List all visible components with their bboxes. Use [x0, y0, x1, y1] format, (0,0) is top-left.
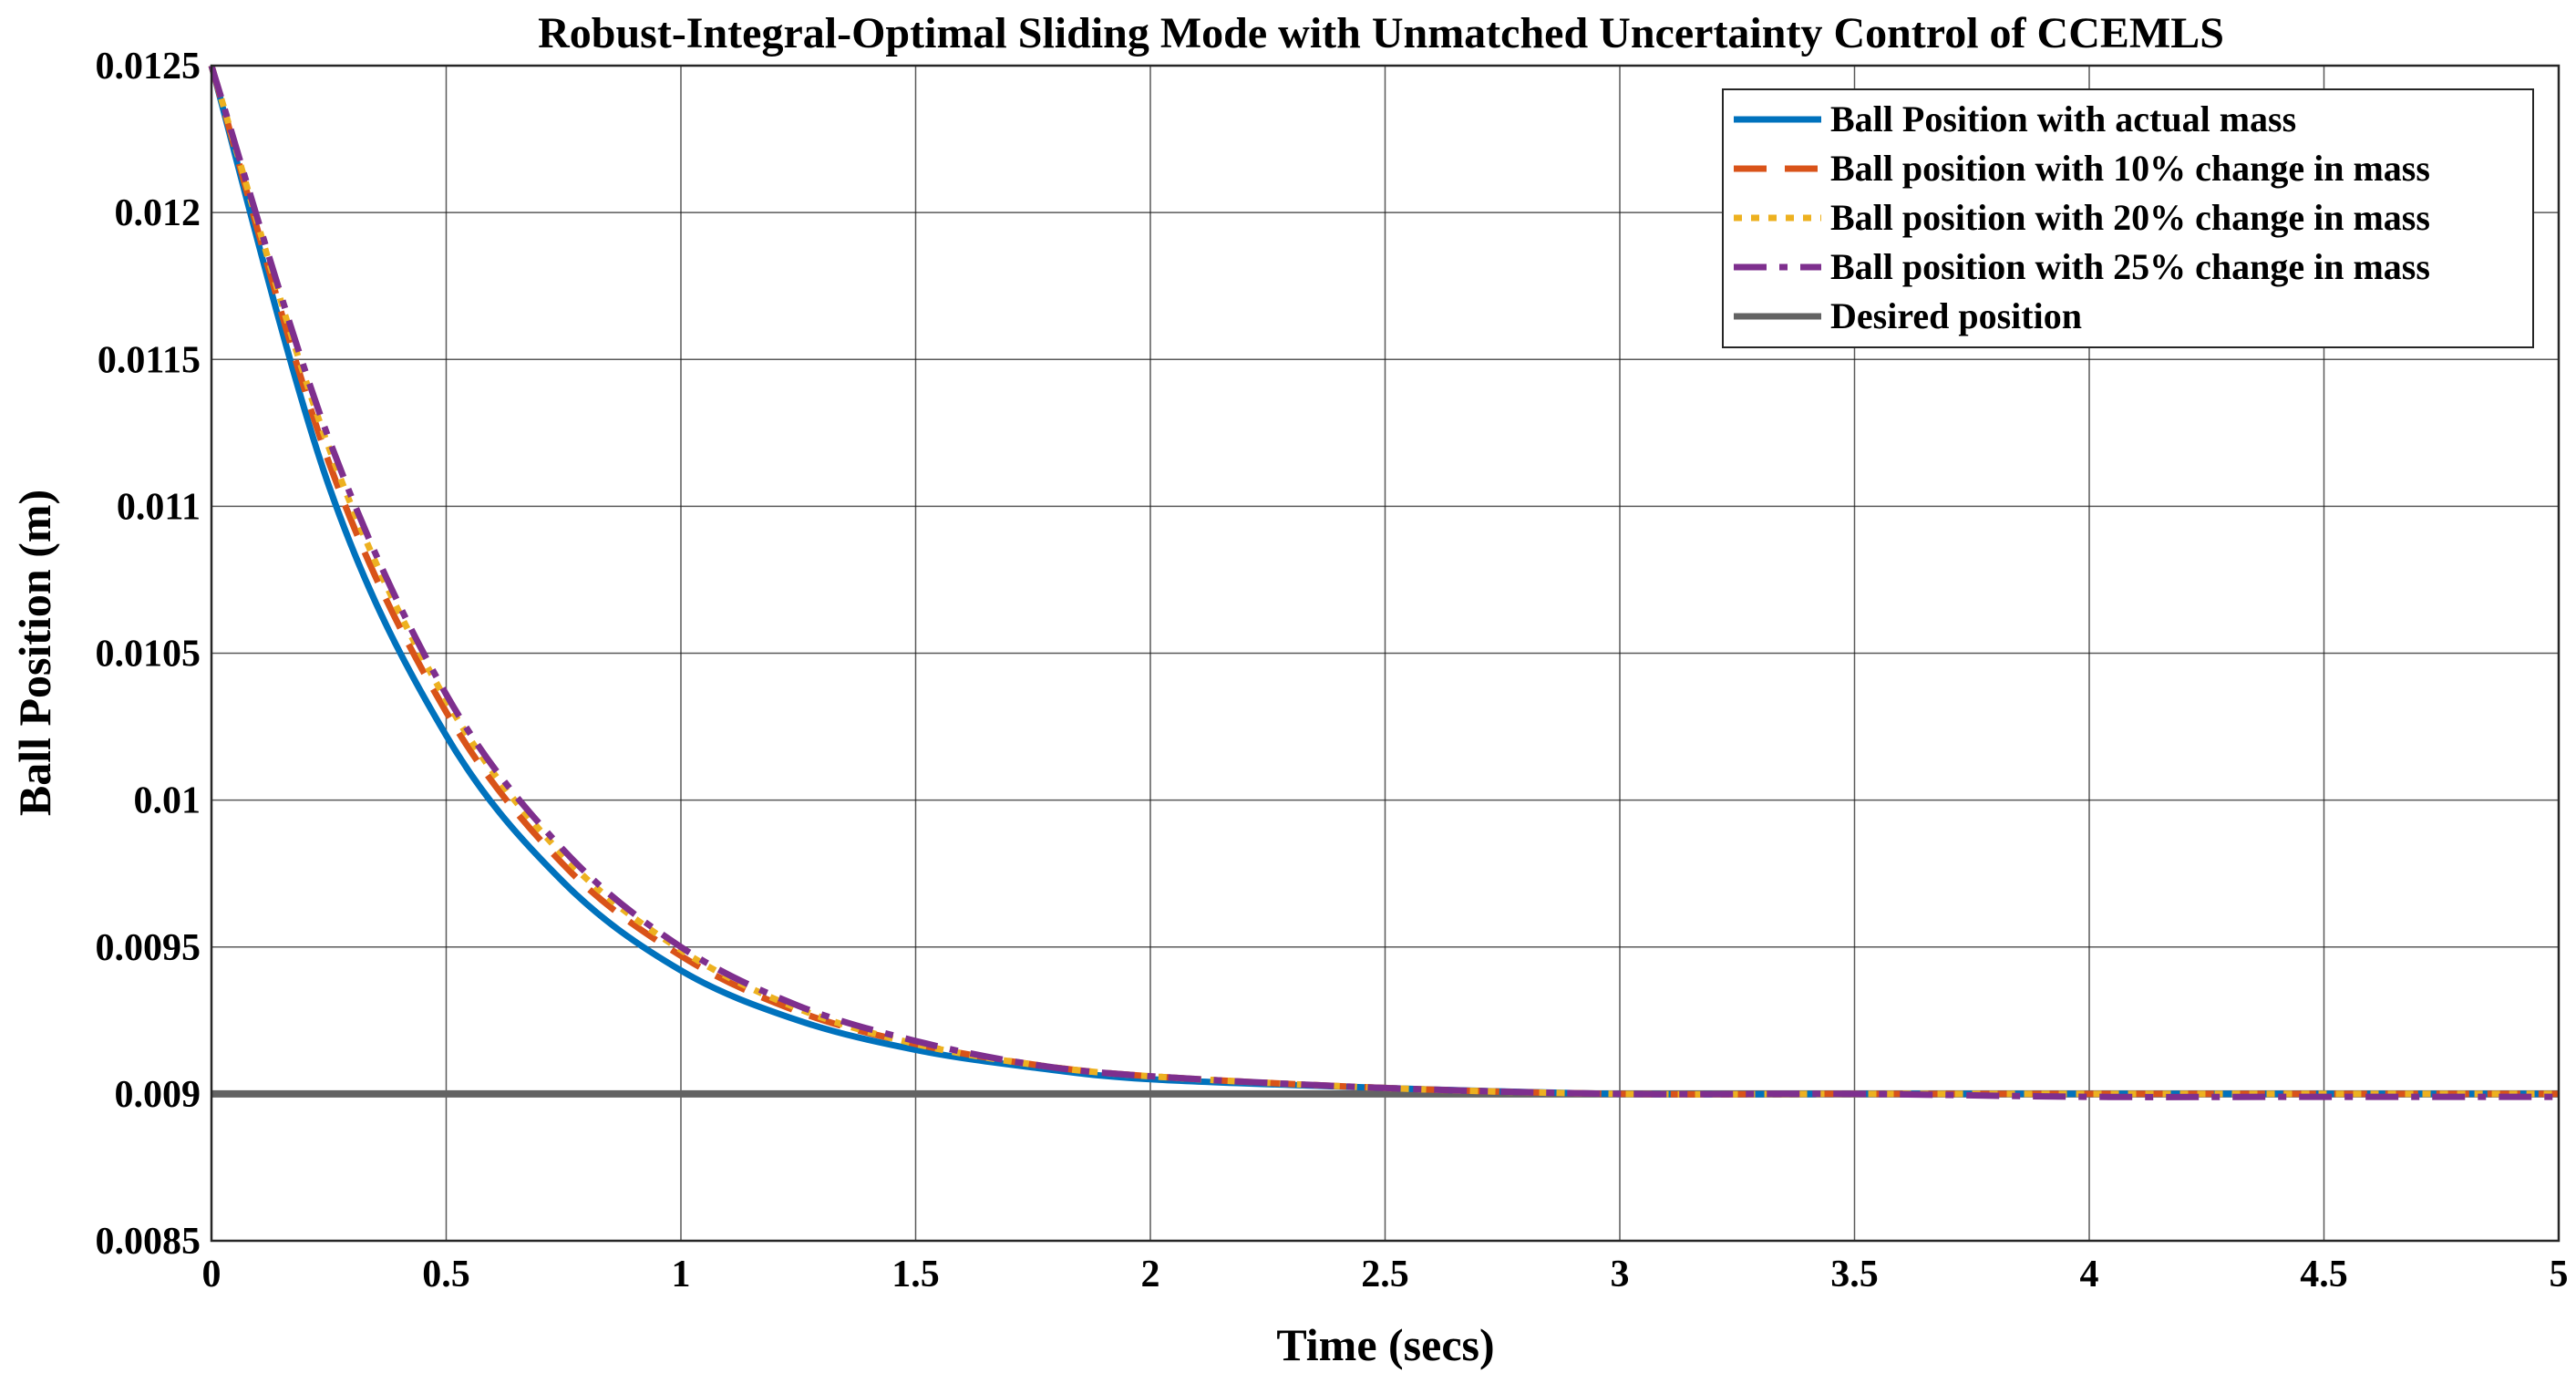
- legend-label: Ball position with 25% change in mass: [1830, 246, 2430, 287]
- legend-item-20pct-mass: Ball position with 20% change in mass: [1734, 197, 2430, 238]
- legend-label: Desired position: [1830, 295, 2082, 336]
- series-line-25pct-mass: [208, 64, 2559, 1100]
- legend-item-actual-mass: Ball Position with actual mass: [1734, 98, 2296, 139]
- y-tick-label: 0.0105: [96, 634, 201, 676]
- y-tick-label: 0.0095: [96, 927, 201, 969]
- plot-border: [210, 64, 2561, 1243]
- x-tick-label: 1: [672, 1254, 691, 1295]
- x-tick-label: 0.5: [422, 1254, 470, 1295]
- y-tick-label: 0.011: [117, 486, 201, 528]
- series-lines: [208, 64, 2559, 1100]
- legend-item-10pct-mass: Ball position with 10% change in mass: [1734, 148, 2430, 189]
- x-tick-label: 2.5: [1361, 1254, 1409, 1295]
- x-axis-label: Time (secs): [1276, 1319, 1494, 1370]
- y-tick-label: 0.0085: [96, 1221, 201, 1263]
- x-tick-label: 3: [1611, 1254, 1630, 1295]
- legend: Ball Position with actual mass Ball posit…: [1722, 88, 2534, 348]
- legend-item-25pct-mass: Ball position with 25% change in mass: [1734, 246, 2430, 287]
- legend-label: Ball position with 20% change in mass: [1830, 197, 2430, 238]
- y-tick-labels: 0.0085 0.009 0.0095 0.01 0.0105 0.011 0.0115 0.…: [96, 46, 201, 1263]
- y-tick-label: 0.009: [115, 1074, 201, 1116]
- y-axis-label: Ball Position (m): [9, 490, 60, 816]
- legend-item-desired-position: Desired position: [1734, 295, 2082, 336]
- x-tick-label: 2: [1141, 1254, 1160, 1295]
- legend-box: [1722, 88, 2534, 348]
- y-tick-label: 0.0125: [96, 46, 201, 88]
- y-tick-label: 0.012: [115, 192, 201, 234]
- chart-title: Robust-Integral-Optimal Sliding Mode wit…: [538, 9, 2224, 57]
- legend-label: Ball Position with actual mass: [1830, 98, 2296, 139]
- x-tick-label: 1.5: [891, 1254, 940, 1295]
- x-tick-label: 0: [202, 1254, 222, 1295]
- legend-label: Ball position with 10% change in mass: [1830, 148, 2430, 189]
- x-tick-label: 3.5: [1830, 1254, 1879, 1295]
- y-tick-label: 0.0115: [98, 339, 201, 381]
- x-tick-label: 4.5: [2300, 1254, 2348, 1295]
- x-tick-label: 4: [2080, 1254, 2099, 1295]
- x-tick-labels: 0 0.5 1 1.5 2 2.5 3 3.5 4 4.5 5: [202, 1254, 2569, 1295]
- x-tick-label: 5: [2550, 1254, 2569, 1295]
- y-tick-label: 0.01: [134, 780, 201, 822]
